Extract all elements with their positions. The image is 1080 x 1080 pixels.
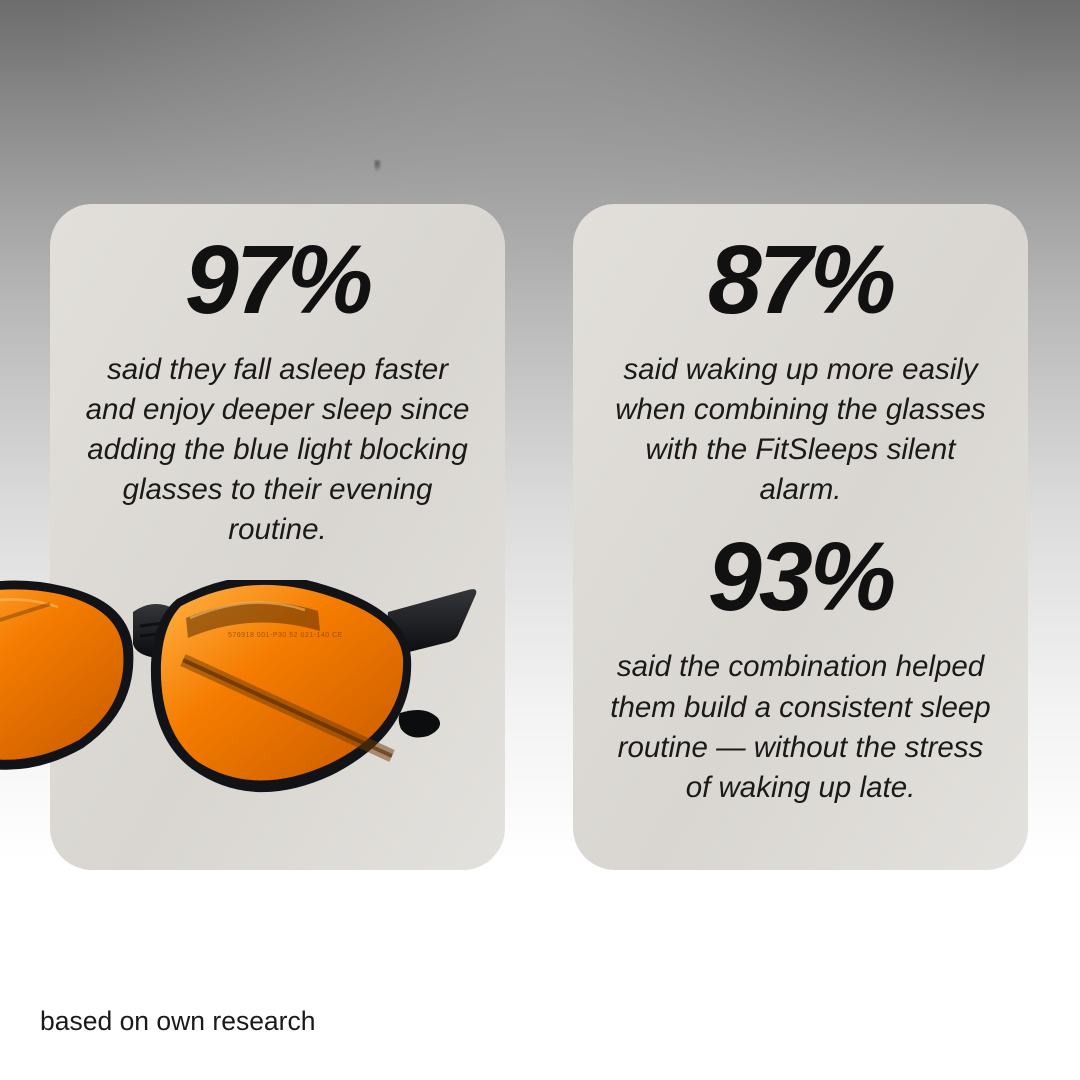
svg-text:576918 001-P30 52 021-140 CE: 576918 001-P30 52 021-140 CE	[228, 632, 343, 639]
